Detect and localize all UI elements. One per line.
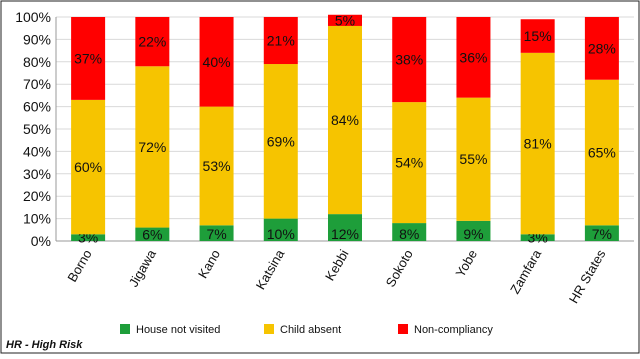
bar-segment: [71, 234, 106, 241]
bar-segment: [584, 79, 619, 226]
data-label: 60%: [74, 159, 102, 175]
y-tick-label: 90%: [23, 31, 51, 47]
y-tick-label: 40%: [23, 143, 51, 159]
y-tick-label: 10%: [23, 211, 51, 227]
data-label: 37%: [74, 50, 102, 66]
data-label: 55%: [459, 151, 487, 167]
data-label: 9%: [463, 226, 483, 242]
bar-segment: [328, 214, 362, 241]
bar-segment: [392, 102, 427, 224]
data-label: 6%: [142, 226, 162, 242]
y-tick-label: 30%: [23, 166, 51, 182]
footnote: HR - High Risk: [6, 339, 83, 351]
y-tick-label: 60%: [23, 99, 51, 115]
data-label: 28%: [588, 40, 616, 56]
y-tick-label: 50%: [23, 121, 51, 137]
y-tick-label: 70%: [23, 76, 51, 92]
bar-segment: [584, 17, 619, 80]
data-label: 81%: [524, 136, 552, 152]
bars: 3%60%37%6%72%22%7%53%40%10%69%21%12%84%5…: [71, 12, 619, 246]
data-label: 22%: [138, 34, 166, 50]
y-tick-label: 100%: [15, 9, 51, 25]
bar-segment: [520, 19, 555, 53]
bar-segment: [456, 17, 491, 98]
data-label: 40%: [203, 54, 231, 70]
legend-swatch: [398, 324, 408, 334]
y-axis-ticks: 0% 10% 20% 30% 40% 50% 60% 70% 80% 90% 100%: [15, 9, 51, 249]
bar-segment: [135, 17, 170, 67]
bar-segment: [199, 225, 234, 241]
data-label: 5%: [335, 12, 355, 28]
legend-swatch: [264, 324, 274, 334]
legend-label: Child absent: [280, 324, 341, 336]
bar-segment: [520, 234, 555, 241]
bar-segment: [456, 97, 491, 221]
legend-label: House not visited: [136, 324, 220, 336]
data-label: 65%: [588, 145, 616, 161]
bar-segment: [71, 17, 106, 100]
data-label: 72%: [138, 139, 166, 155]
bar-segment: [520, 52, 555, 235]
y-tick-label: 80%: [23, 54, 51, 70]
bar-segment: [392, 223, 427, 241]
bar-segment: [328, 25, 362, 215]
y-tick-label: 0%: [31, 233, 51, 249]
data-label: 54%: [395, 155, 423, 171]
bar-segment: [199, 17, 234, 107]
data-label: 69%: [267, 133, 295, 149]
data-label: 10%: [267, 226, 295, 242]
bar-segment: [135, 66, 170, 228]
legend: House not visited Child absent Non-complia…: [120, 324, 493, 336]
bar-segment: [71, 99, 106, 235]
y-tick-label: 20%: [23, 188, 51, 204]
bar-segment: [263, 17, 298, 65]
legend-label: Non-compliancy: [414, 324, 493, 336]
data-label: 53%: [203, 158, 231, 174]
data-label: 84%: [331, 112, 359, 128]
bar-segment: [456, 220, 491, 241]
legend-swatch: [120, 324, 130, 334]
bar-segment: [392, 17, 427, 103]
bar-segment: [135, 227, 170, 241]
data-label: 7%: [592, 226, 612, 242]
data-label: 36%: [459, 49, 487, 65]
data-label: 15%: [524, 28, 552, 44]
bar-segment: [328, 14, 362, 26]
data-label: 38%: [395, 52, 423, 68]
data-label: 8%: [399, 226, 419, 242]
data-label: 7%: [206, 226, 226, 242]
data-label: 21%: [267, 33, 295, 49]
bar-segment: [199, 106, 234, 226]
bar-segment: [584, 225, 619, 241]
data-label: 12%: [331, 226, 359, 242]
bar-segment: [263, 218, 298, 241]
bar-segment: [263, 64, 298, 219]
